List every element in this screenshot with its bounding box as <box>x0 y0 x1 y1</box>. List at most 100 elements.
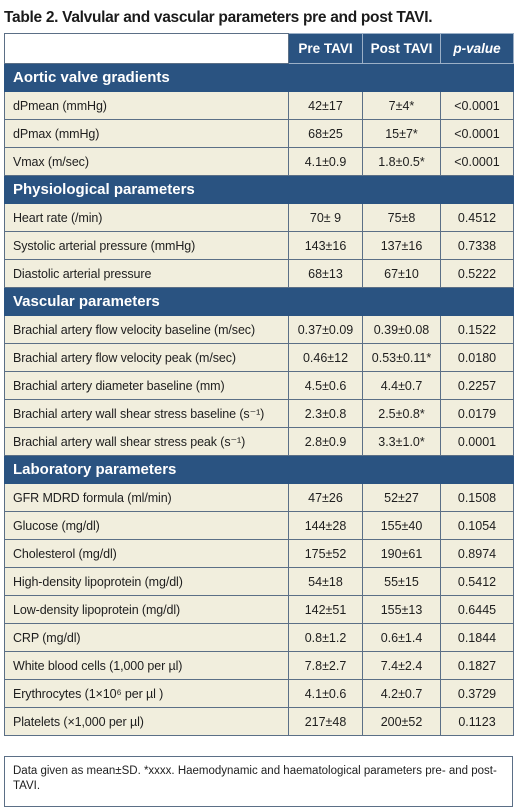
row-label-cell: CRP (mg/dl) <box>4 623 289 652</box>
row-label-cell: Brachial artery diameter baseline (mm) <box>4 371 289 400</box>
table-row: Diastolic arterial pressure 68±13 67±10 0.5… <box>4 259 514 288</box>
pre-tavi-cell: 217±48 <box>288 707 363 736</box>
table-row: Cholesterol (mg/dl) 175±52 190±61 0.8974 <box>4 539 514 568</box>
p-value-cell: 0.1522 <box>440 315 514 344</box>
table-row: dPmax (mmHg) 68±25 15±7* <0.0001 <box>4 119 514 148</box>
row-label-cell: Low-density lipoprotein (mg/dl) <box>4 595 289 624</box>
pre-tavi-cell: 143±16 <box>288 231 363 260</box>
table-row: White blood cells (1,000 per µl) 7.8±2.7 7… <box>4 651 514 680</box>
p-value-cell: <0.0001 <box>440 119 514 148</box>
table-row: CRP (mg/dl) 0.8±1.2 0.6±1.4 0.1844 <box>4 623 514 652</box>
table-body: Aortic valve gradients dPmean (mmHg) 42±17… <box>4 63 514 736</box>
pre-tavi-cell: 144±28 <box>288 511 363 540</box>
section-heading: Physiological parameters <box>4 175 514 204</box>
pre-tavi-cell: 4.5±0.6 <box>288 371 363 400</box>
p-value-cell: 0.0001 <box>440 427 514 456</box>
row-label-cell: Erythrocytes (1×10⁶ per µl ) <box>4 679 289 708</box>
post-tavi-cell: 15±7* <box>362 119 441 148</box>
table-row: Heart rate (/min) 70± 9 75±8 0.4512 <box>4 203 514 232</box>
post-tavi-cell: 190±61 <box>362 539 441 568</box>
p-value-cell: 0.1123 <box>440 707 514 736</box>
post-tavi-cell: 155±13 <box>362 595 441 624</box>
table-row: Glucose (mg/dl) 144±28 155±40 0.1054 <box>4 511 514 540</box>
header-blank-cell <box>4 33 289 64</box>
p-value-cell: 0.1844 <box>440 623 514 652</box>
table-row: Brachial artery flow velocity peak (m/se… <box>4 343 514 372</box>
table-row: Erythrocytes (1×10⁶ per µl ) 4.1±0.6 4.2±0… <box>4 679 514 708</box>
table-title: Table 2. Valvular and vascular parameter… <box>4 9 433 26</box>
row-label-cell: Glucose (mg/dl) <box>4 511 289 540</box>
post-tavi-cell: 52±27 <box>362 483 441 512</box>
p-value-cell: 0.8974 <box>440 539 514 568</box>
pre-tavi-cell: 68±25 <box>288 119 363 148</box>
post-tavi-cell: 2.5±0.8* <box>362 399 441 428</box>
row-label-cell: Platelets (×1,000 per µl) <box>4 707 289 736</box>
post-tavi-cell: 0.39±0.08 <box>362 315 441 344</box>
table-row: GFR MDRD formula (ml/min) 47±26 52±27 0.150… <box>4 483 514 512</box>
pre-tavi-cell: 0.37±0.09 <box>288 315 363 344</box>
table-row: Systolic arterial pressure (mmHg) 143±16 1… <box>4 231 514 260</box>
post-tavi-cell: 0.53±0.11* <box>362 343 441 372</box>
post-tavi-cell: 75±8 <box>362 203 441 232</box>
header-p-value: p-value <box>440 33 514 64</box>
row-label-cell: Brachial artery wall shear stress peak (… <box>4 427 289 456</box>
table-row: Brachial artery wall shear stress peak (… <box>4 427 514 456</box>
header-post-tavi: Post TAVI <box>362 33 441 64</box>
row-label-cell: dPmax (mmHg) <box>4 119 289 148</box>
p-value-cell: 0.0180 <box>440 343 514 372</box>
section-header-row: Vascular parameters <box>4 287 514 316</box>
post-tavi-cell: 4.4±0.7 <box>362 371 441 400</box>
section-heading: Vascular parameters <box>4 287 514 316</box>
table-row: Brachial artery flow velocity baseline (… <box>4 315 514 344</box>
row-label-cell: Heart rate (/min) <box>4 203 289 232</box>
pre-tavi-cell: 42±17 <box>288 91 363 120</box>
row-label-cell: Brachial artery flow velocity baseline (… <box>4 315 289 344</box>
header-pre-tavi: Pre TAVI <box>288 33 363 64</box>
row-label-cell: GFR MDRD formula (ml/min) <box>4 483 289 512</box>
pre-tavi-cell: 2.3±0.8 <box>288 399 363 428</box>
p-value-cell: 0.1054 <box>440 511 514 540</box>
section-header-row: Physiological parameters <box>4 175 514 204</box>
post-tavi-cell: 200±52 <box>362 707 441 736</box>
pre-tavi-cell: 175±52 <box>288 539 363 568</box>
post-tavi-cell: 0.6±1.4 <box>362 623 441 652</box>
post-tavi-cell: 55±15 <box>362 567 441 596</box>
pre-tavi-cell: 0.8±1.2 <box>288 623 363 652</box>
row-label-cell: White blood cells (1,000 per µl) <box>4 651 289 680</box>
p-value-cell: 0.4512 <box>440 203 514 232</box>
pre-tavi-cell: 47±26 <box>288 483 363 512</box>
section-heading: Aortic valve gradients <box>4 63 514 92</box>
post-tavi-cell: 7±4* <box>362 91 441 120</box>
table-footnote: Data given as mean±SD. *xxxx. Haemodynam… <box>4 756 513 807</box>
post-tavi-cell: 137±16 <box>362 231 441 260</box>
pre-tavi-cell: 4.1±0.6 <box>288 679 363 708</box>
section-header-row: Laboratory parameters <box>4 455 514 484</box>
row-label-cell: Brachial artery flow velocity peak (m/se… <box>4 343 289 372</box>
pre-tavi-cell: 2.8±0.9 <box>288 427 363 456</box>
table-row: Vmax (m/sec) 4.1±0.9 1.8±0.5* <0.0001 <box>4 147 514 176</box>
pre-tavi-cell: 0.46±12 <box>288 343 363 372</box>
p-value-cell: 0.0179 <box>440 399 514 428</box>
pre-tavi-cell: 54±18 <box>288 567 363 596</box>
pre-tavi-cell: 142±51 <box>288 595 363 624</box>
header-p-value-label: p-value <box>453 41 501 56</box>
table-row: Platelets (×1,000 per µl) 217±48 200±52 0.1… <box>4 707 514 736</box>
p-value-cell: 0.3729 <box>440 679 514 708</box>
p-value-cell: 0.1827 <box>440 651 514 680</box>
section-heading: Laboratory parameters <box>4 455 514 484</box>
table-row: Brachial artery wall shear stress baseli… <box>4 399 514 428</box>
p-value-cell: <0.0001 <box>440 147 514 176</box>
p-value-cell: 0.6445 <box>440 595 514 624</box>
row-label-cell: High-density lipoprotein (mg/dl) <box>4 567 289 596</box>
p-value-cell: 0.5222 <box>440 259 514 288</box>
p-value-cell: 0.2257 <box>440 371 514 400</box>
post-tavi-cell: 1.8±0.5* <box>362 147 441 176</box>
p-value-cell: 0.7338 <box>440 231 514 260</box>
row-label-cell: Diastolic arterial pressure <box>4 259 289 288</box>
row-label-cell: dPmean (mmHg) <box>4 91 289 120</box>
post-tavi-cell: 155±40 <box>362 511 441 540</box>
pre-tavi-cell: 7.8±2.7 <box>288 651 363 680</box>
parameters-table: Pre TAVI Post TAVI p-value Aortic valve … <box>4 33 514 736</box>
post-tavi-cell: 4.2±0.7 <box>362 679 441 708</box>
